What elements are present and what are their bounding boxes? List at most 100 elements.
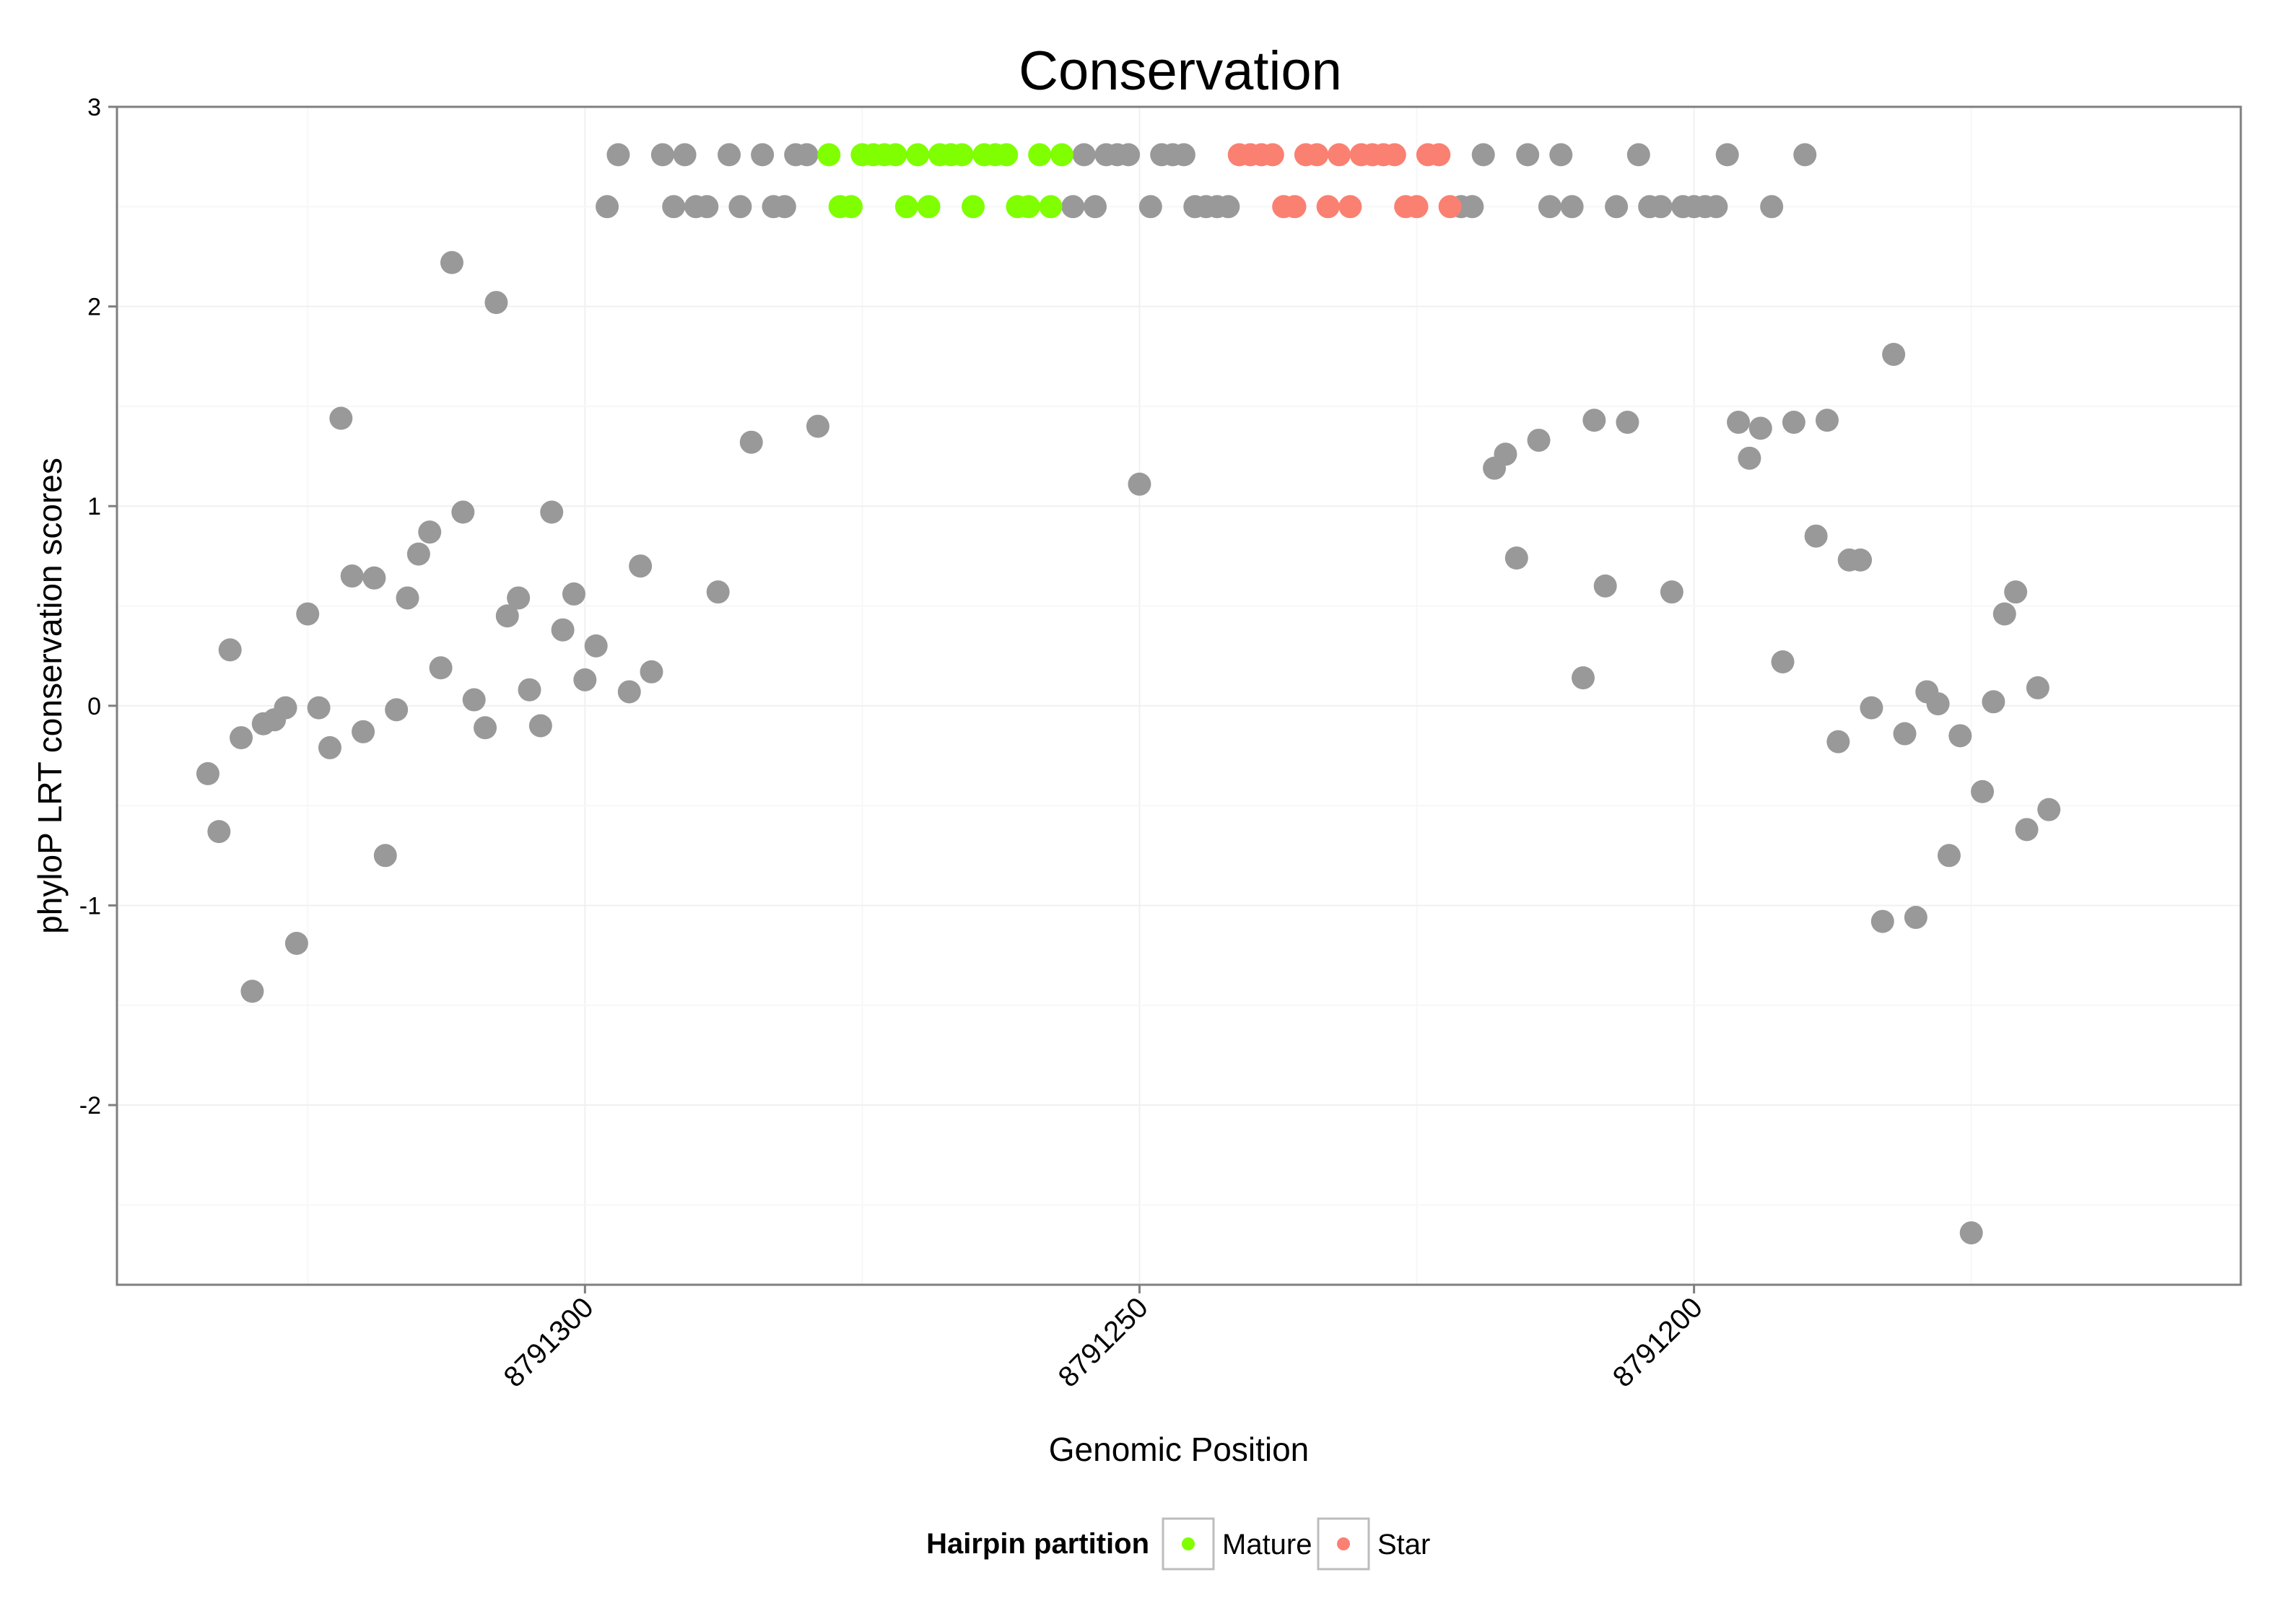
data-point-other bbox=[1527, 428, 1551, 452]
legend-label-star: Star bbox=[1377, 1529, 1430, 1560]
data-point-other bbox=[1760, 195, 1784, 219]
data-point-other bbox=[1849, 548, 1873, 572]
data-point-mature bbox=[840, 195, 863, 219]
data-point-other bbox=[2026, 676, 2049, 699]
data-point-other bbox=[606, 143, 630, 167]
data-point-other bbox=[1992, 602, 2016, 626]
data-point-other bbox=[1771, 650, 1795, 673]
data-point-other bbox=[1138, 195, 1162, 219]
data-point-mature bbox=[817, 143, 841, 167]
data-point-mature bbox=[962, 195, 985, 219]
data-point-other bbox=[806, 414, 829, 438]
data-point-other bbox=[2037, 798, 2061, 821]
data-point-other bbox=[629, 554, 653, 578]
y-tick-label: -1 bbox=[79, 892, 101, 920]
data-point-other bbox=[1893, 722, 1917, 746]
data-point-other bbox=[662, 195, 686, 219]
data-point-other bbox=[474, 716, 497, 740]
grid-lines bbox=[117, 106, 2241, 1285]
data-point-other bbox=[1128, 472, 1151, 496]
data-point-other bbox=[484, 291, 508, 315]
data-point-other bbox=[728, 195, 752, 219]
data-point-other bbox=[1172, 143, 1195, 167]
data-point-other bbox=[751, 143, 775, 167]
data-point-mature bbox=[1028, 143, 1052, 167]
data-points bbox=[196, 143, 2061, 1245]
data-point-other bbox=[2015, 818, 2039, 842]
data-point-other bbox=[706, 580, 730, 604]
data-point-other bbox=[528, 714, 552, 738]
data-point-star bbox=[1438, 195, 1462, 219]
data-point-other bbox=[406, 542, 430, 566]
data-point-other bbox=[396, 586, 419, 610]
y-tick-label: -2 bbox=[79, 1092, 101, 1119]
data-point-other bbox=[573, 668, 597, 691]
data-point-other bbox=[1748, 416, 1772, 440]
data-point-other bbox=[1516, 143, 1540, 167]
data-point-other bbox=[1948, 724, 1972, 748]
data-point-star bbox=[1283, 195, 1307, 219]
data-point-other bbox=[495, 604, 519, 628]
data-point-other bbox=[1616, 411, 1639, 435]
data-point-other bbox=[1471, 143, 1495, 167]
data-point-other bbox=[418, 520, 442, 544]
data-point-other bbox=[385, 698, 409, 722]
data-point-star bbox=[1327, 143, 1351, 167]
data-point-other bbox=[196, 761, 219, 785]
data-point-other bbox=[650, 143, 674, 167]
legend-title: Hairpin partition bbox=[926, 1528, 1149, 1560]
data-point-other bbox=[1860, 696, 1883, 720]
data-point-other bbox=[1072, 143, 1096, 167]
data-point-other bbox=[540, 500, 564, 524]
chart-title: Conservation bbox=[1019, 40, 1342, 102]
data-point-mature bbox=[995, 143, 1019, 167]
data-point-other bbox=[1926, 692, 1950, 716]
data-point-other bbox=[1793, 143, 1817, 167]
data-point-other bbox=[218, 638, 242, 662]
data-point-other bbox=[352, 720, 375, 743]
data-point-other bbox=[1117, 143, 1141, 167]
data-point-other bbox=[240, 979, 264, 1003]
data-point-other bbox=[1460, 195, 1484, 219]
data-point-star bbox=[1316, 195, 1340, 219]
data-point-other bbox=[1494, 442, 1517, 466]
data-point-mature bbox=[894, 195, 918, 219]
data-point-other bbox=[1971, 780, 1995, 803]
data-point-other bbox=[1826, 730, 1850, 754]
y-tick-label: 2 bbox=[87, 294, 101, 321]
data-point-other bbox=[1216, 195, 1240, 219]
data-point-other bbox=[296, 602, 320, 626]
x-axis-label: Genomic Position bbox=[1049, 1431, 1310, 1468]
legend: Hairpin partition Mature Star bbox=[926, 1517, 1430, 1571]
y-tick-label: 3 bbox=[87, 94, 101, 121]
data-point-other bbox=[1571, 666, 1595, 690]
data-point-other bbox=[507, 586, 531, 610]
y-tick-label: 1 bbox=[87, 493, 101, 520]
data-point-other bbox=[673, 143, 697, 167]
data-point-other bbox=[318, 735, 341, 759]
data-point-other bbox=[462, 688, 486, 712]
legend-swatch-star bbox=[1337, 1537, 1350, 1550]
data-point-star bbox=[1305, 143, 1329, 167]
data-point-other bbox=[1804, 524, 1828, 548]
data-point-mature bbox=[1016, 195, 1040, 219]
data-point-other bbox=[429, 656, 453, 680]
data-point-other bbox=[373, 844, 397, 868]
data-point-other bbox=[1937, 844, 1961, 868]
data-point-other bbox=[1593, 574, 1617, 598]
y-tick-label: 0 bbox=[87, 693, 101, 720]
data-point-other bbox=[551, 618, 575, 642]
data-point-star bbox=[1338, 195, 1362, 219]
data-point-star bbox=[1260, 143, 1284, 167]
data-point-other bbox=[1738, 446, 1761, 470]
legend-swatch-mature bbox=[1182, 1537, 1195, 1550]
data-point-other bbox=[1782, 411, 1805, 435]
data-point-mature bbox=[906, 143, 930, 167]
data-point-other bbox=[451, 500, 475, 524]
y-axis-label: phyloP LRT conservation scores bbox=[31, 458, 69, 934]
data-point-other bbox=[596, 195, 619, 219]
data-point-mature bbox=[917, 195, 941, 219]
data-point-other bbox=[1727, 411, 1751, 435]
data-point-other bbox=[329, 406, 353, 430]
